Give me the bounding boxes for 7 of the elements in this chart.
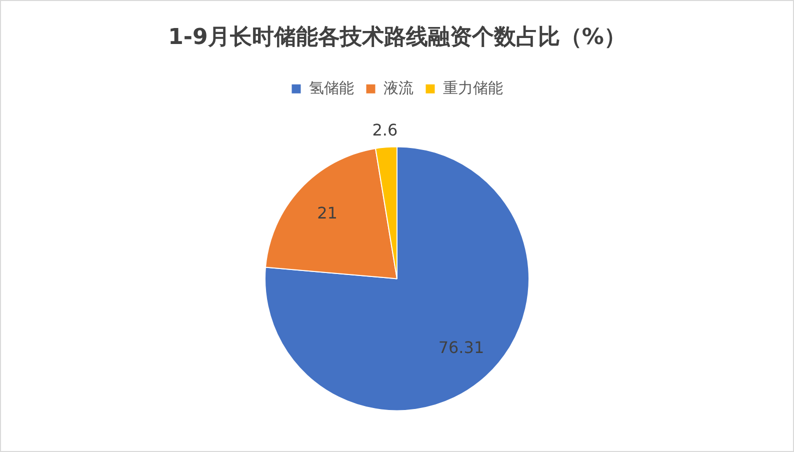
- data-label: 21: [317, 203, 338, 222]
- legend-label: 重力储能: [442, 78, 503, 97]
- chart-title: 1-9月长时储能各技术路线融资个数占比（%）: [168, 24, 626, 50]
- data-label: 2.6: [372, 120, 398, 140]
- legend-label: 氢储能: [308, 78, 354, 97]
- data-label: 76.31: [438, 338, 484, 357]
- legend-label: 液流: [383, 78, 414, 97]
